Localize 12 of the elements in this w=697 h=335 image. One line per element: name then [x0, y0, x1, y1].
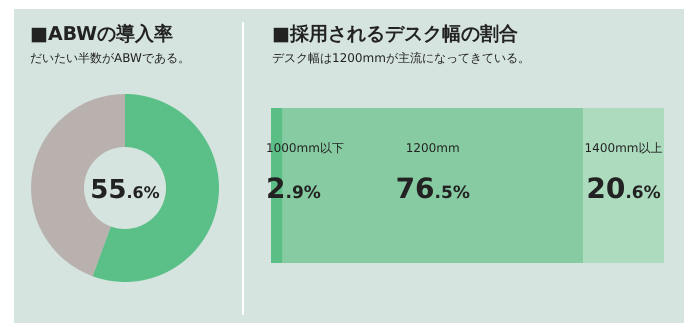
- chart-title: ■採用されるデスク幅の割合: [272, 23, 518, 45]
- chart-title: ■ABWの導入率: [30, 23, 174, 45]
- series-label: 1200mm: [406, 141, 460, 155]
- chart-subtitle: だいたい半数がABWである。: [30, 51, 190, 65]
- data-label: 55.6%: [90, 175, 160, 205]
- series-label: 1400mm以上: [584, 141, 662, 155]
- series-label: 1000mm以下: [266, 141, 344, 155]
- data-label: 76.5%: [396, 172, 470, 205]
- donut-slice: [31, 94, 125, 276]
- chart-subtitle: デスク幅は1200mmが主流になってきている。: [272, 51, 530, 65]
- donut-slice: [92, 94, 219, 282]
- data-label: 20.6%: [586, 172, 661, 205]
